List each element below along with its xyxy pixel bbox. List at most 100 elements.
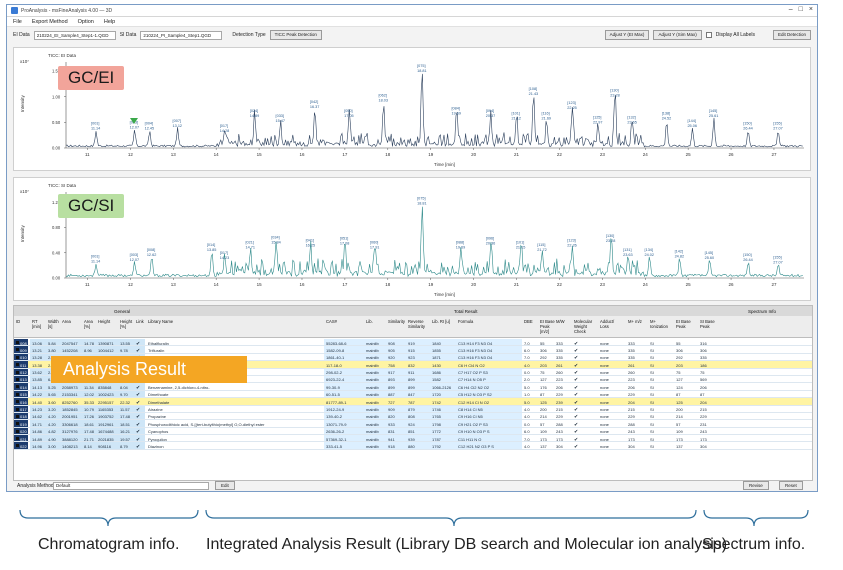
column-header[interactable]: RT [min] (32, 319, 42, 329)
link-checkbox[interactable]: ✔ (136, 392, 141, 399)
display-all-labels-checkbox[interactable] (705, 32, 712, 38)
si-data-field[interactable]: 210224_PI_Sample4_Step1.QGD (140, 30, 223, 40)
table-row[interactable]: 017 14.23 3.20 1852845 10.79 1165353 11.57 ✔ Atr… (14, 405, 812, 414)
menu-file[interactable]: File (13, 18, 22, 25)
link-checkbox[interactable]: ✔ (136, 407, 141, 414)
row-id-cell[interactable] (14, 383, 28, 390)
table-row[interactable]: 014 14.13 5.25 2058973 11.34 835848 8.04 ✔ Benze… (14, 383, 812, 391)
link-checkbox[interactable]: ✔ (136, 399, 141, 406)
table-row[interactable]: 016 14.40 3.60 8252760 35.33 2295157 22.32 ✔ Dim… (14, 398, 812, 406)
column-header[interactable]: ID (16, 319, 21, 324)
row-id-cell[interactable] (14, 390, 28, 398)
column-header[interactable]: Area [%] (84, 319, 93, 329)
column-header[interactable]: Link (136, 319, 144, 324)
table-cell: 915 (408, 347, 415, 353)
table-row[interactable]: 015 14.22 5.65 2153341 12.02 1002423 9.70 ✔ Dime… (14, 390, 812, 399)
table-row[interactable]: 022 14.96 3.00 1408213 8.14 908116 8.79 ✔ Diazin… (14, 442, 812, 450)
link-checkbox[interactable]: ✔ (136, 436, 141, 443)
row-id-cell[interactable] (14, 442, 28, 449)
table-cell: 335 (628, 347, 635, 353)
column-header[interactable]: Area (62, 319, 71, 324)
row-id-cell[interactable] (14, 346, 28, 353)
column-header[interactable]: Lib. (366, 319, 373, 324)
column-header[interactable]: Height [%] (120, 319, 133, 329)
link-checkbox[interactable]: ✔ (136, 429, 141, 436)
table-cell: 173 (556, 436, 563, 442)
table-cell: 335 (556, 355, 563, 361)
column-header[interactable]: Reverse Similarity (408, 319, 425, 329)
revise-button[interactable]: Revise (743, 481, 769, 490)
row-id-cell[interactable] (14, 405, 28, 412)
table-row[interactable]: 020 14.86 4.82 3127976 17.48 1674488 16.21 ✔ Cya… (14, 427, 812, 436)
si-chromatogram[interactable]: TICC: SI Data x10⁷ Intensity Time [min] 0.00… (14, 178, 812, 302)
column-header[interactable]: M/W (556, 319, 565, 324)
row-marker-icon (16, 341, 19, 344)
column-header[interactable]: Formula (458, 319, 474, 324)
link-checkbox[interactable]: ✔ (136, 443, 141, 450)
analysis-method-field[interactable]: Default (53, 482, 209, 490)
link-checkbox[interactable]: ✔ (136, 340, 141, 347)
window-title: ProAnalysis - msFineAnalysis 4.00 — 3D (21, 8, 113, 14)
table-cell: 908 (388, 340, 395, 346)
link-checkbox[interactable]: ✔ (136, 384, 141, 391)
menu-export-method[interactable]: Export Method (31, 18, 68, 25)
edit-detection-button[interactable]: Edit Detection (772, 30, 811, 40)
menu-option[interactable]: Option (77, 18, 94, 25)
reset-button[interactable]: Reset (779, 481, 803, 490)
column-header[interactable]: Width [s] (48, 319, 59, 329)
adjust-y-ei-max-button[interactable]: Adjust Y (EI Max) (604, 30, 650, 40)
y-tick-label: 1.50 (52, 69, 61, 74)
table-cell: 911 (408, 370, 415, 376)
ei-data-field[interactable]: 210224_EI_Sample4_Step1-1.QGD (33, 30, 116, 40)
table-cell: C7 H17 O2 P S3 (458, 370, 488, 376)
table-row[interactable]: 009 13.21 3.80 1452208 8.96 1004412 9.78 ✔ Trifl… (14, 346, 812, 354)
table-cell: 335 (628, 355, 635, 361)
maximize-icon[interactable]: □ (798, 6, 803, 13)
column-header[interactable]: DBE (524, 319, 533, 324)
row-id-cell[interactable] (14, 435, 28, 442)
column-header[interactable]: SI Base Peak (700, 319, 715, 329)
table-cell: 899 (408, 377, 415, 383)
link-checkbox[interactable]: ✔ (136, 421, 141, 428)
column-header[interactable]: Similarity (388, 319, 405, 324)
row-id-cell[interactable] (14, 398, 28, 405)
ei-chromatogram[interactable]: TICC: EI Data x10⁷ Intensity Time [min] 0.00… (14, 48, 812, 172)
menu-help[interactable]: Help (103, 18, 116, 25)
table-cell: 5.25 (48, 384, 56, 390)
column-header[interactable]: M+ m/z (628, 319, 642, 324)
table-cell: 229 (700, 414, 707, 420)
column-header[interactable]: CAS# (326, 319, 337, 324)
row-id-cell[interactable] (14, 361, 28, 368)
detection-type-select[interactable]: TICC Peak Detection (269, 30, 322, 40)
minimize-icon[interactable]: – (788, 6, 793, 13)
row-id-cell[interactable] (14, 375, 28, 383)
column-header[interactable]: Molecular Weight Check (574, 319, 593, 334)
column-header[interactable]: Library Name (148, 319, 174, 324)
table-row[interactable]: 008 13.06 5.84 2047547 14.78 1390871 13.55 ✔ Eth… (14, 339, 812, 347)
column-header[interactable]: EI Base Peak (676, 319, 691, 329)
table-cell: 304 (700, 443, 707, 449)
column-header[interactable]: Height (98, 319, 111, 324)
table-cell: 893 (388, 377, 395, 383)
peak-rt-label: 25.60 (705, 256, 715, 260)
row-id-cell[interactable] (14, 427, 28, 435)
row-id-cell[interactable] (14, 420, 28, 427)
row-id-cell[interactable] (14, 353, 28, 361)
table-row[interactable]: 021 14.89 4.90 3888120 21.71 2021835 19.57 ✔ Pyr… (14, 435, 812, 443)
link-checkbox[interactable]: ✔ (136, 414, 141, 421)
column-header[interactable]: Adduct/ Loss (600, 319, 615, 329)
table-cell: 1903752 (98, 414, 114, 420)
row-id-cell[interactable] (14, 368, 28, 375)
column-header[interactable]: EI Base Peak [m/z] (540, 319, 555, 334)
row-id-cell[interactable] (14, 412, 28, 420)
link-checkbox[interactable]: ✔ (136, 347, 141, 354)
table-row[interactable]: 018 14.62 4.20 2001951 17.26 1903752 17.48 ✔ Pro… (14, 412, 812, 421)
edit-method-button[interactable]: Edit (215, 481, 235, 490)
row-id-cell[interactable] (14, 339, 28, 346)
adjust-y-sim-max-button[interactable]: Adjust Y (Sim Max) (653, 30, 702, 40)
table-cell: 019 (20, 421, 27, 427)
table-row[interactable]: 019 14.71 4.20 3306618 18.61 1912961 18.51 ✔ Pho… (14, 420, 812, 428)
close-icon[interactable]: × (808, 6, 813, 13)
column-header[interactable]: M+ Ionization (650, 319, 668, 329)
column-header[interactable]: Lib. RI [u] (432, 319, 450, 324)
